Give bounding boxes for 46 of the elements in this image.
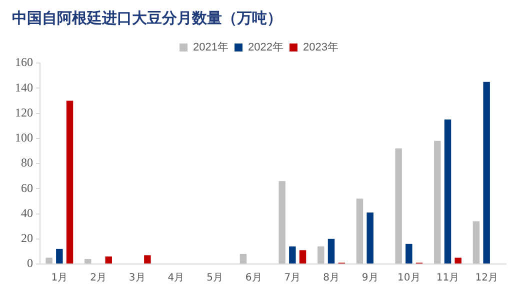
- x-tick-label: 6月: [245, 272, 262, 284]
- x-tick-label: 4月: [168, 272, 184, 284]
- x-tick-label: 3月: [128, 272, 146, 284]
- y-tick-label: 20: [21, 231, 33, 246]
- bar: [328, 238, 335, 264]
- bar: [444, 120, 452, 264]
- y-tick-label: 100: [15, 130, 33, 145]
- x-tick-label: 12月: [475, 272, 498, 284]
- bar: [406, 244, 412, 264]
- x-tick-label: 11月: [436, 272, 460, 284]
- x-tick-label: 1月: [51, 272, 68, 284]
- legend-label: 2021年: [193, 42, 229, 54]
- bar: [278, 181, 286, 264]
- y-tick-label: 120: [15, 105, 33, 120]
- bar: [105, 256, 112, 264]
- y-tick-label: 60: [21, 180, 33, 195]
- bar: [289, 246, 296, 264]
- x-tick-label: 7月: [284, 272, 301, 284]
- bar: [66, 100, 74, 264]
- bar: [395, 148, 402, 264]
- y-tick-label: 140: [15, 80, 33, 94]
- bar: [483, 82, 490, 264]
- bar: [240, 254, 247, 264]
- legend-label: 2022年: [248, 42, 284, 54]
- bar: [366, 212, 374, 264]
- bar: [318, 246, 324, 264]
- bar: [454, 258, 462, 264]
- y-tick-label: 40: [21, 206, 33, 220]
- x-tick-label: 5月: [206, 272, 223, 284]
- bar: [144, 255, 151, 264]
- bar: [84, 258, 92, 264]
- bar: [56, 248, 63, 264]
- bar: [356, 198, 364, 264]
- x-tick-label: 8月: [323, 272, 340, 284]
- legend-label: 2023年: [302, 42, 338, 54]
- x-tick-label: 9月: [362, 272, 378, 284]
- bar: [434, 140, 441, 264]
- x-tick-label: 10月: [398, 272, 420, 284]
- bar: [472, 221, 480, 264]
- bar: [299, 250, 306, 264]
- bar: [46, 258, 52, 264]
- chart-title: 中国自阿根廷进口大豆分月数量（万吨）: [12, 8, 282, 27]
- x-tick-label: 2月: [90, 272, 106, 284]
- y-tick-label: 0: [27, 256, 33, 270]
- y-tick-label: 160: [15, 55, 33, 70]
- y-tick-label: 80: [21, 156, 33, 170]
